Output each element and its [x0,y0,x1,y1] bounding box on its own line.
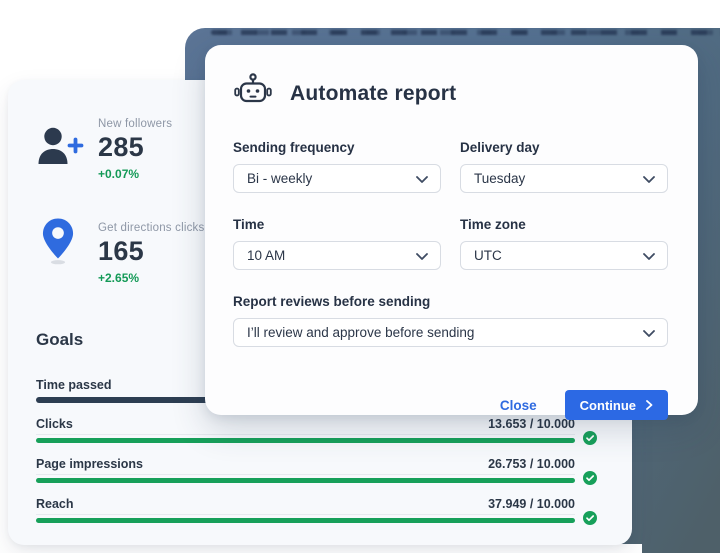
continue-label: Continue [579,397,636,413]
field-sending-frequency: Sending frequency Bi - weekly [233,140,441,193]
close-button[interactable]: Close [499,397,537,413]
chevron-down-icon [643,324,655,342]
time-zone-select[interactable]: UTC [460,241,668,270]
time-select[interactable]: 10 AM [233,241,441,270]
select-value: Bi - weekly [247,171,313,186]
stat-value: 285 [98,132,144,162]
goal-progress-bar [36,438,575,443]
background-mask [0,544,642,553]
chevron-down-icon [416,170,428,188]
stat-change: +0.07% [98,167,140,181]
chevron-down-icon [643,170,655,188]
field-label: Delivery day [460,140,540,155]
stat-label: Get directions clicks [98,222,205,234]
report-reviews-select[interactable]: I’ll review and approve before sending [233,318,668,347]
select-value: Tuesday [474,171,526,186]
goal-value: 26.753 / 10.000 [488,457,575,471]
modal-title: Automate report [290,81,457,105]
time-passed-label: Time passed [36,378,112,392]
stat-label: New followers [98,118,173,130]
goal-label: Reach [36,497,74,511]
map-pin-icon [42,216,74,273]
field-label: Time zone [460,217,526,232]
goals-title: Goals [36,330,84,349]
continue-button[interactable]: Continue [564,390,668,420]
select-value: 10 AM [247,248,286,263]
field-time-zone: Time zone UTC [460,217,668,270]
select-value: I’ll review and approve before sending [247,325,475,340]
chevron-down-icon [643,247,655,265]
person-plus-icon [36,126,86,173]
sending-frequency-select[interactable]: Bi - weekly [233,164,441,193]
goal-progress-bar [36,518,575,523]
stat-get-directions: Get directions clicks 165 +2.65% [98,222,204,285]
automate-report-modal: Automate report Sending frequency Bi - w… [205,45,698,420]
field-label: Time [233,217,265,232]
stat-new-followers: New followers 285 +0.07% [98,118,172,181]
stat-value: 165 [98,236,144,266]
field-label: Sending frequency [233,140,355,155]
goal-row-reach: Reach 37.949 / 10.000 [36,497,597,525]
goal-label: Page impressions [36,457,143,471]
check-circle-icon [583,511,597,525]
goal-value: 37.949 / 10.000 [488,497,575,511]
goal-progress-bar [36,478,575,483]
delivery-day-select[interactable]: Tuesday [460,164,668,193]
goal-row-clicks: Clicks 13.653 / 10.000 [36,417,597,445]
field-label: Report reviews before sending [233,294,431,309]
goal-row-page-impressions: Page impressions 26.753 / 10.000 [36,457,597,485]
modal-fields: Sending frequency Bi - weekly Delivery d… [233,140,668,371]
check-circle-icon [583,471,597,485]
robot-icon [233,73,273,114]
goal-value: 13.653 / 10.000 [488,417,575,431]
field-delivery-day: Delivery day Tuesday [460,140,668,193]
modal-footer: Close Continue [233,390,668,420]
check-circle-icon [583,431,597,445]
chevron-right-icon [646,398,653,413]
field-report-reviews: Report reviews before sending I’ll revie… [233,294,668,347]
field-time: Time 10 AM [233,217,441,270]
goal-label: Clicks [36,417,73,431]
chevron-down-icon [416,247,428,265]
stat-change: +2.65% [98,271,140,285]
select-value: UTC [474,248,502,263]
modal-header: Automate report [233,73,668,114]
